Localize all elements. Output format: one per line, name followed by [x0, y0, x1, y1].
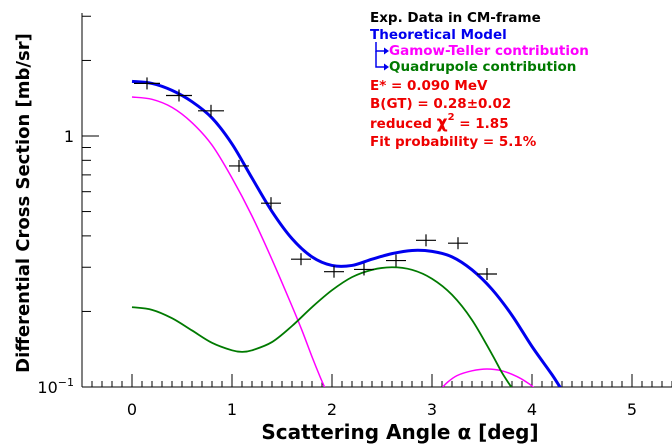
- annotation-chi-suffix: = 1.85: [455, 116, 509, 132]
- data-point: [354, 263, 374, 276]
- legend: Exp. Data in CM-frame Theoretical Model …: [370, 10, 589, 75]
- curves: [131, 79, 562, 387]
- annotation-fit-probability: Fit probability = 5.1%: [370, 134, 537, 150]
- x-tick-label: 0: [127, 400, 137, 419]
- x-tick-labels: 0 1 2 3 4 5: [127, 400, 637, 419]
- annotation-chi: reduced χ2 = 1.85: [370, 112, 509, 133]
- legend-gt-label: Gamow-Teller contribution: [389, 43, 589, 59]
- legend-quad-arrowhead: [384, 63, 389, 71]
- x-tick-label: 2: [327, 400, 337, 419]
- quadrupole-curve: [131, 266, 513, 387]
- x-tick-label: 3: [427, 400, 437, 419]
- data-point: [324, 265, 344, 278]
- x-tick-label: 5: [627, 400, 637, 419]
- data-point: [477, 267, 497, 280]
- x-ticks: [91, 374, 672, 387]
- legend-gt-arrowhead: [384, 47, 389, 55]
- legend-gt-arrow: [375, 42, 384, 52]
- y-tick-label: 10−1: [37, 376, 74, 397]
- axes: 0 1 2 3 4 5 1 10−1: [37, 13, 672, 419]
- y-ticks: [82, 15, 99, 388]
- annotation-energy: E* = 0.090 MeV: [370, 78, 488, 94]
- theoretical-model-curve: [131, 79, 562, 387]
- x-tick-label: 4: [527, 400, 537, 419]
- y-axis-label: Differential Cross Section [mb/sr]: [13, 33, 34, 373]
- data-point: [416, 234, 436, 247]
- data-point: [291, 253, 311, 266]
- data-point: [386, 254, 406, 267]
- gamow-teller-curve: [131, 96, 326, 387]
- data-point: [134, 77, 160, 90]
- y-tick-labels: 1 10−1: [37, 127, 74, 397]
- legend-quad-label: Quadrupole contribution: [389, 59, 576, 75]
- annotation-chi-symbol: χ: [437, 113, 448, 133]
- data-point: [229, 159, 249, 172]
- gamow-teller-curve: [441, 368, 535, 387]
- data-point: [198, 104, 224, 117]
- legend-quad-arrow: [375, 51, 384, 68]
- data-point: [448, 237, 468, 250]
- x-axis-label: Scattering Angle α [deg]: [261, 420, 538, 444]
- x-tick-label: 1: [227, 400, 237, 419]
- annotation-bgt: B(GT) = 0.28±0.02: [370, 96, 511, 112]
- annotation-chi-prefix: reduced: [370, 116, 437, 132]
- data-point: [166, 89, 192, 102]
- legend-model-label: Theoretical Model: [370, 27, 507, 43]
- y-tick-label: 1: [64, 127, 74, 146]
- fit-annotations: E* = 0.090 MeV B(GT) = 0.28±0.02 reduced…: [370, 78, 537, 150]
- annotation-chi-power: 2: [448, 112, 455, 123]
- data-point: [261, 197, 281, 210]
- legend-data-label: Exp. Data in CM-frame: [370, 10, 541, 26]
- data-points: [134, 77, 497, 280]
